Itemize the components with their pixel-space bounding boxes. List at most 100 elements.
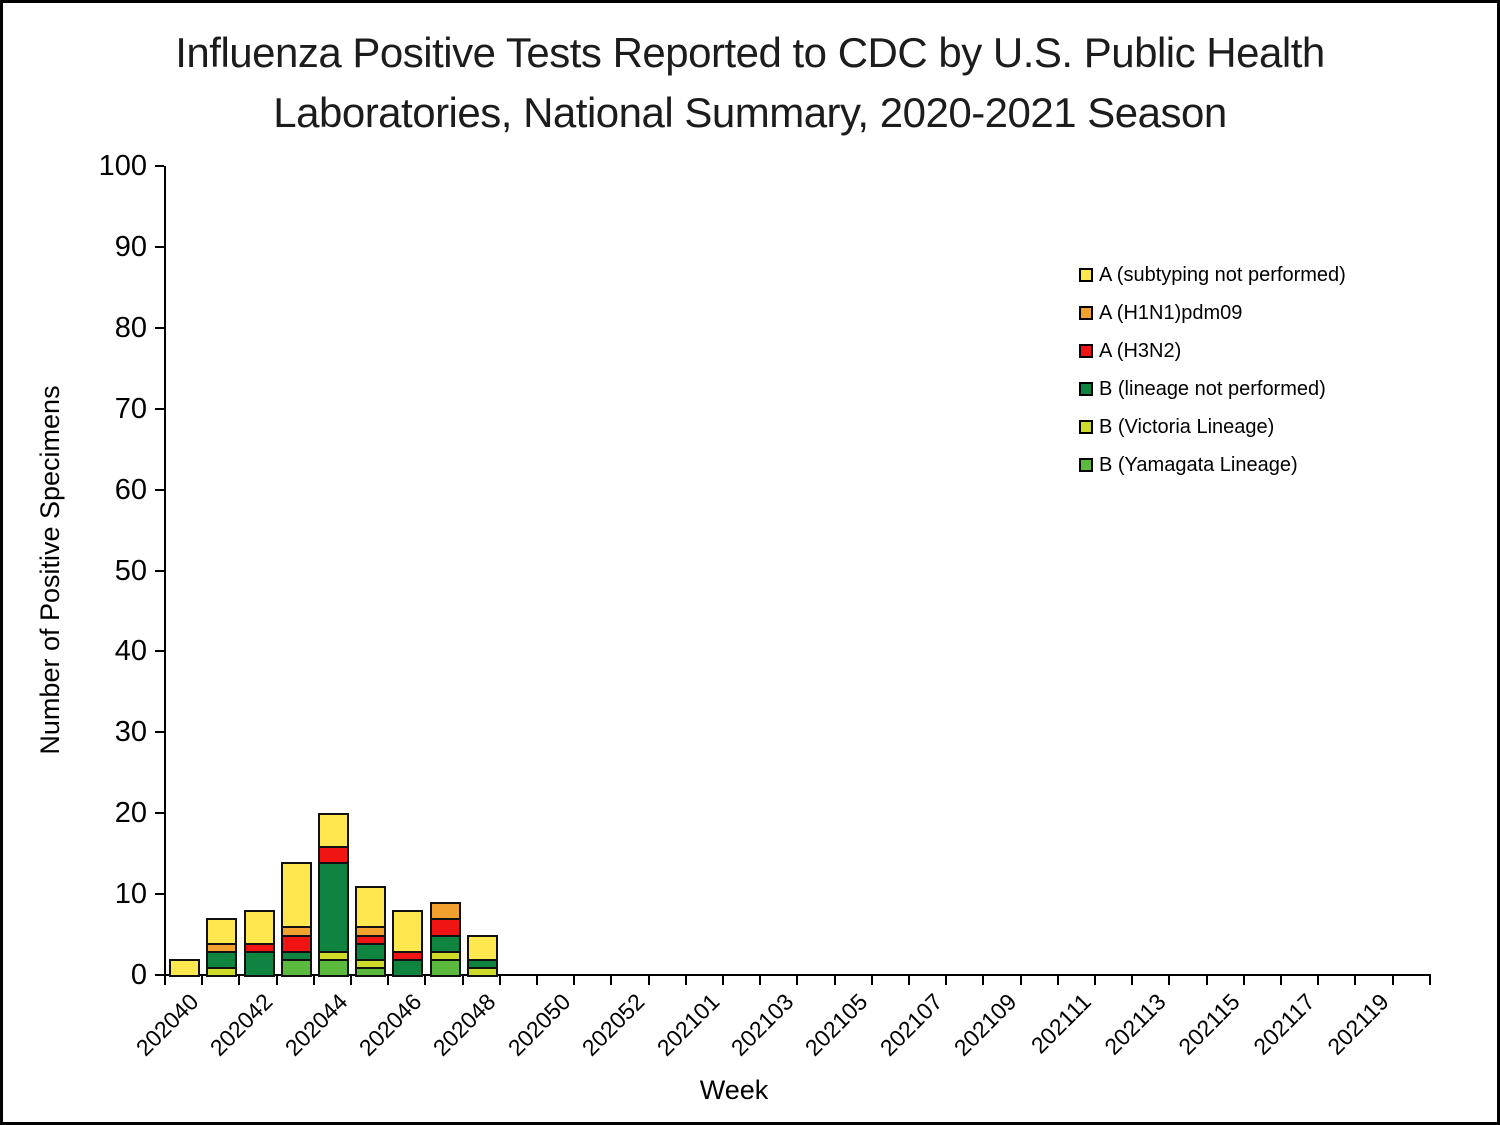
legend-swatch-icon — [1079, 382, 1093, 396]
y-tick-label: 40 — [114, 635, 147, 668]
y-tick — [155, 488, 164, 491]
legend-swatch-icon — [1079, 344, 1093, 358]
legend-item: B (lineage not performed) — [1079, 370, 1346, 408]
x-tick-label-202050: 202050 — [502, 988, 576, 1061]
bar-segment-202044 — [317, 845, 349, 864]
x-tick-label-202115: 202115 — [1173, 988, 1245, 1060]
x-tick-label-202111: 202111 — [1025, 988, 1097, 1059]
y-tick-label: 0 — [130, 959, 147, 991]
y-tick — [155, 650, 164, 653]
legend-item: A (H1N1)pdm09 — [1079, 294, 1346, 332]
bar-segment-202042 — [243, 950, 275, 977]
x-tick-label-202119: 202119 — [1322, 988, 1394, 1060]
legend-label: B (Yamagata Lineage) — [1099, 453, 1298, 476]
y-tick — [155, 893, 164, 896]
legend-label: B (lineage not performed) — [1099, 377, 1326, 400]
legend: A (subtyping not performed) A (H1N1)pdm09… — [1079, 256, 1346, 484]
y-tick — [155, 974, 164, 976]
y-tick — [155, 326, 164, 329]
x-tick — [536, 976, 538, 985]
x-tick — [461, 976, 464, 985]
x-tick — [945, 976, 948, 985]
y-tick-label: 90 — [114, 230, 147, 263]
bar-segment-202047 — [429, 958, 461, 977]
chart-title-line2: Laboratories, National Summary, 2020-202… — [273, 89, 1227, 136]
bar-segment-202044 — [317, 813, 349, 848]
y-tick-label: 30 — [114, 716, 147, 749]
x-tick — [1168, 976, 1171, 985]
x-axis-line — [164, 974, 1431, 976]
y-tick-label: 70 — [114, 392, 147, 425]
x-tick — [1242, 976, 1245, 985]
x-tick — [498, 976, 501, 985]
legend-swatch-icon — [1079, 306, 1093, 320]
x-tick-label-202105: 202105 — [800, 988, 873, 1061]
y-tick-label: 80 — [114, 311, 147, 344]
x-tick — [1056, 976, 1059, 985]
x-tick — [610, 976, 613, 985]
chart-title-line1: Influenza Positive Tests Reported to CDC… — [175, 29, 1325, 76]
x-tick — [759, 976, 762, 985]
bar-segment-202043 — [280, 861, 312, 929]
x-tick — [1131, 976, 1134, 985]
bar-segment-202044 — [317, 958, 349, 977]
legend-swatch-icon — [1079, 458, 1093, 472]
legend-item: B (Yamagata Lineage) — [1079, 446, 1346, 484]
bar-segment-202041 — [206, 950, 238, 969]
x-tick-label-202042: 202042 — [205, 988, 278, 1061]
x-tick — [1428, 976, 1431, 985]
x-tick — [1391, 976, 1394, 985]
x-tick — [647, 976, 650, 985]
bar-segment-202047 — [429, 918, 461, 937]
y-tick-label: 60 — [114, 473, 147, 506]
bar-segment-202045 — [355, 886, 387, 929]
y-tick-label: 100 — [98, 150, 147, 182]
bar-segment-202045 — [355, 942, 387, 961]
x-tick — [796, 976, 799, 985]
bar-segment-202047 — [429, 902, 461, 921]
bar-segment-202042 — [243, 910, 275, 945]
y-tick — [155, 165, 164, 167]
x-tick — [833, 976, 836, 985]
x-tick-label-202109: 202109 — [949, 988, 1022, 1061]
x-tick — [908, 976, 910, 985]
x-tick — [1094, 976, 1096, 985]
x-tick-label-202113: 202113 — [1099, 988, 1171, 1060]
y-tick — [155, 569, 164, 572]
bar-segment-202043 — [280, 958, 312, 977]
bar-segment-202040 — [169, 958, 201, 977]
legend-item: A (H3N2) — [1079, 332, 1346, 370]
bar-segment-202044 — [317, 861, 349, 953]
x-tick — [870, 976, 873, 985]
x-axis-title: Week — [699, 1075, 769, 1105]
bar-segment-202048 — [466, 934, 498, 961]
legend-item: A (subtyping not performed) — [1079, 256, 1346, 294]
legend-label: B (Victoria Lineage) — [1099, 415, 1275, 438]
x-tick — [312, 976, 315, 985]
bar-segment-202046 — [392, 910, 424, 953]
x-tick-label-202117: 202117 — [1247, 988, 1320, 1060]
x-tick-label-202040: 202040 — [130, 988, 204, 1061]
x-tick-label-202103: 202103 — [725, 988, 799, 1061]
x-tick — [1280, 976, 1282, 985]
y-tick-label: 20 — [114, 797, 147, 830]
bar-segment-202047 — [429, 934, 461, 953]
legend-label: A (H1N1)pdm09 — [1099, 301, 1243, 324]
bar-segment-202041 — [206, 918, 238, 945]
x-tick-label-202101: 202101 — [651, 988, 725, 1061]
legend-label: A (H3N2) — [1099, 339, 1182, 362]
bar-segment-202046 — [392, 958, 424, 977]
x-tick — [164, 976, 166, 985]
x-tick-label-202044: 202044 — [279, 988, 353, 1061]
x-tick — [1354, 976, 1357, 985]
x-tick — [238, 976, 241, 985]
y-tick — [155, 731, 164, 734]
x-tick-label-202107: 202107 — [874, 988, 948, 1061]
legend-swatch-icon — [1079, 268, 1093, 282]
x-tick — [424, 976, 427, 985]
x-tick — [1019, 976, 1022, 985]
x-tick — [387, 976, 390, 985]
x-tick — [684, 976, 687, 985]
y-tick — [155, 407, 164, 410]
